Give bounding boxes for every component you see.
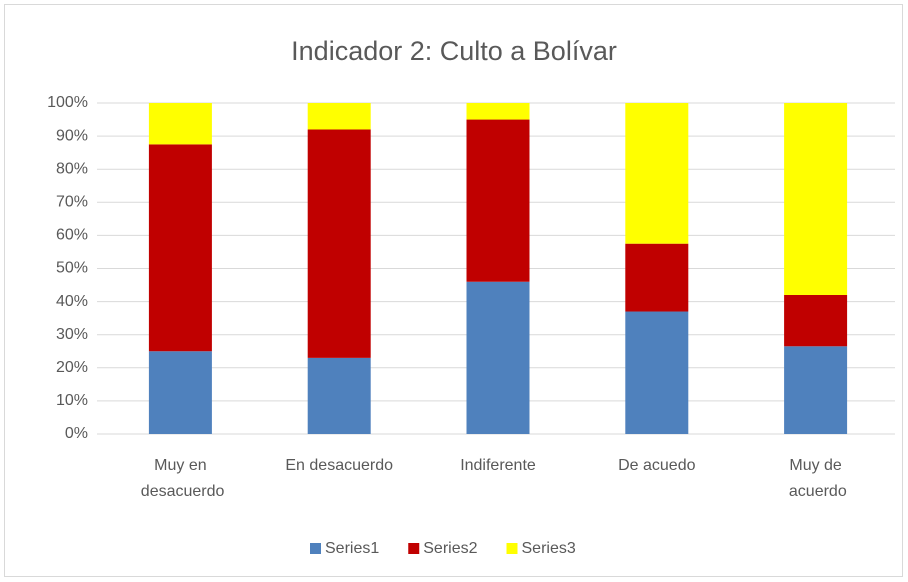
y-tick-label: 60%	[56, 227, 88, 244]
bar-segment	[784, 346, 848, 434]
legend-swatch	[408, 543, 420, 554]
legend-swatch	[506, 543, 518, 554]
bar-segment	[784, 103, 848, 295]
bar-segment	[466, 119, 530, 282]
y-tick-label: 0%	[65, 425, 88, 442]
legend-label: Series2	[423, 540, 477, 557]
bar-segment	[148, 144, 212, 352]
x-tick-label: En desacuerdo	[285, 457, 393, 474]
bar-segment	[307, 103, 371, 130]
y-tick-label: 40%	[56, 293, 88, 310]
y-tick-label: 80%	[56, 160, 88, 177]
bar-segment	[466, 281, 530, 434]
bar-segment	[148, 351, 212, 434]
legend-label: Series3	[522, 540, 576, 557]
y-tick-label: 90%	[56, 127, 88, 144]
y-tick-label: 70%	[56, 194, 88, 211]
y-tick-label: 50%	[56, 260, 88, 277]
bar-segment	[625, 311, 689, 434]
x-tick-label: Muy en desacuerdo	[136, 457, 224, 500]
bar-segment	[466, 103, 530, 120]
bar-segment	[307, 129, 371, 358]
x-tick-label: Muy de acuerdo	[784, 457, 846, 500]
legend-swatch	[310, 543, 321, 554]
x-tick-label: Indiferente	[460, 457, 536, 474]
bar-segment	[148, 103, 212, 145]
x-tick-label: De acuedo	[618, 457, 695, 474]
bar-segment	[784, 294, 848, 347]
y-tick-label: 10%	[56, 392, 88, 409]
y-tick-label: 100%	[47, 94, 88, 111]
bar-segment	[307, 357, 371, 434]
y-tick-label: 20%	[56, 359, 88, 376]
legend-label: Series1	[325, 540, 379, 557]
bar-segment	[625, 243, 689, 312]
y-tick-label: 30%	[56, 326, 88, 343]
chart-title: Indicador 2: Culto a Bolívar	[291, 36, 617, 66]
bar-segment	[625, 103, 689, 244]
